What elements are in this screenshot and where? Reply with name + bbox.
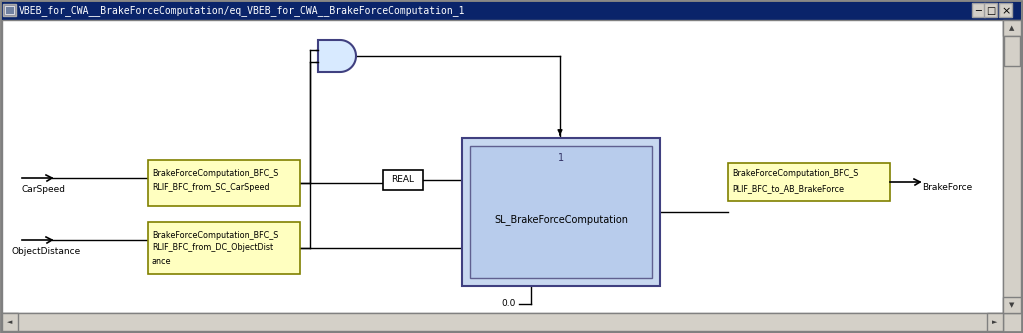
FancyBboxPatch shape	[462, 138, 660, 286]
FancyBboxPatch shape	[1003, 297, 1021, 313]
Text: SL_BrakeForceComputation: SL_BrakeForceComputation	[494, 214, 628, 225]
Text: ance: ance	[152, 256, 172, 265]
Text: REAL: REAL	[392, 175, 414, 184]
Text: 0.0: 0.0	[501, 299, 516, 308]
Text: ◄: ◄	[7, 319, 12, 325]
Text: □: □	[986, 6, 995, 16]
Text: ─: ─	[975, 6, 981, 16]
FancyBboxPatch shape	[5, 6, 14, 14]
Text: RLIF_BFC_from_SC_CarSpeed: RLIF_BFC_from_SC_CarSpeed	[152, 183, 269, 192]
Text: BrakeForceComputation_BFC_S: BrakeForceComputation_BFC_S	[152, 169, 278, 178]
Text: ▲: ▲	[1010, 25, 1015, 31]
Text: BrakeForceComputation_BFC_S: BrakeForceComputation_BFC_S	[152, 230, 278, 239]
FancyBboxPatch shape	[2, 313, 1003, 331]
FancyBboxPatch shape	[2, 2, 1021, 20]
Text: VBEB_for_CWA__BrakeForceComputation/eq_VBEB_for_CWA__BrakeForceComputation_1: VBEB_for_CWA__BrakeForceComputation/eq_V…	[19, 6, 465, 16]
FancyBboxPatch shape	[2, 20, 1003, 313]
FancyBboxPatch shape	[987, 313, 1003, 331]
Text: 1: 1	[558, 153, 564, 163]
Text: CarSpeed: CarSpeed	[23, 184, 66, 193]
FancyBboxPatch shape	[972, 3, 985, 17]
FancyBboxPatch shape	[148, 160, 300, 206]
Text: BrakeForceComputation_BFC_S: BrakeForceComputation_BFC_S	[732, 169, 858, 178]
FancyBboxPatch shape	[728, 163, 890, 201]
FancyBboxPatch shape	[2, 313, 18, 331]
Text: PLIF_BFC_to_AB_BrakeForce: PLIF_BFC_to_AB_BrakeForce	[732, 184, 844, 193]
FancyBboxPatch shape	[470, 146, 652, 278]
FancyBboxPatch shape	[1003, 20, 1021, 36]
Text: ►: ►	[992, 319, 997, 325]
FancyBboxPatch shape	[999, 3, 1012, 17]
FancyBboxPatch shape	[1004, 36, 1020, 66]
Text: ObjectDistance: ObjectDistance	[12, 246, 81, 255]
FancyBboxPatch shape	[383, 170, 422, 190]
Text: ▼: ▼	[1010, 302, 1015, 308]
Text: BrakeForce: BrakeForce	[922, 182, 972, 191]
Text: ×: ×	[1002, 6, 1011, 16]
FancyBboxPatch shape	[1003, 20, 1021, 313]
FancyBboxPatch shape	[3, 4, 16, 16]
FancyBboxPatch shape	[148, 222, 300, 274]
FancyBboxPatch shape	[984, 3, 997, 17]
Polygon shape	[318, 40, 356, 72]
Text: RLIF_BFC_from_DC_ObjectDist: RLIF_BFC_from_DC_ObjectDist	[152, 243, 273, 252]
